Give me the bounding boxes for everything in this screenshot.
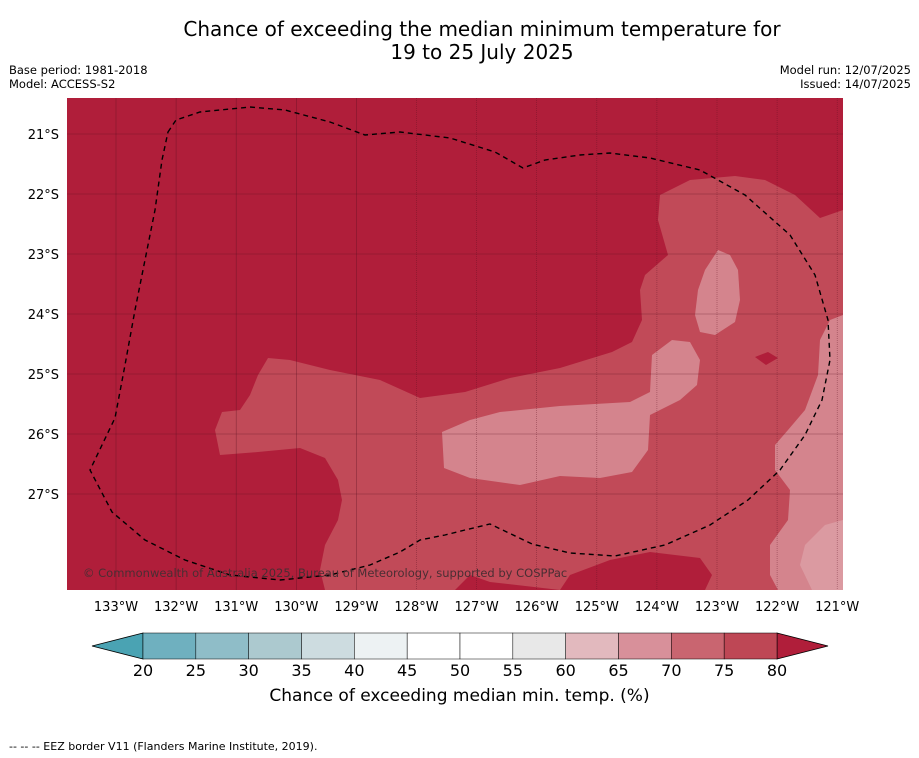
meta-left: Base period: 1981-2018 Model: ACCESS-S2 — [9, 63, 148, 91]
lon-label: 127°W — [455, 600, 499, 615]
latitude-labels: 21°S 22°S 23°S 24°S 25°S 26°S 27°S — [28, 128, 59, 503]
issued-date: Issued: 14/07/2025 — [800, 77, 911, 91]
map-title: Chance of exceeding the median minimum t… — [0, 18, 919, 64]
graticule — [67, 98, 843, 590]
colorbar-under-arrow — [91, 632, 144, 660]
colorbar-tick-label: 80 — [767, 661, 787, 680]
colorbar-tick-label: 40 — [344, 661, 364, 680]
colorbar-tick-label: 25 — [186, 661, 206, 680]
lon-label: 130°W — [274, 600, 318, 615]
colorbar-segment — [195, 632, 249, 660]
lon-label: 126°W — [515, 600, 559, 615]
colorbar-tick-label: 35 — [291, 661, 311, 680]
lon-label: 131°W — [214, 600, 258, 615]
lon-label: 122°W — [755, 600, 799, 615]
model-name: Model: ACCESS-S2 — [9, 77, 116, 91]
eez-border — [89, 106, 831, 581]
colorbar-tick-label: 30 — [238, 661, 258, 680]
colorbar-segment — [459, 632, 514, 660]
footer-note: -- -- -- EEZ border V11 (Flanders Marine… — [9, 740, 318, 753]
lon-label: 128°W — [394, 600, 438, 615]
colorbar-label: Chance of exceeding median min. temp. (%… — [269, 686, 650, 706]
lon-label: 132°W — [154, 600, 198, 615]
colorbar-segment — [248, 632, 302, 660]
colorbar-tick-label: 55 — [503, 661, 523, 680]
colorbar-segment — [618, 632, 672, 660]
colorbar-segment — [671, 632, 725, 660]
colorbar-segment — [512, 632, 566, 660]
lat-label: 24°S — [28, 308, 59, 323]
colorbar-segment — [723, 632, 778, 660]
colorbar-segment — [301, 632, 355, 660]
lon-label: 123°W — [695, 600, 739, 615]
colorbar-tick-label: 60 — [555, 661, 575, 680]
title-line-2: 19 to 25 July 2025 — [390, 40, 574, 64]
model-run: Model run: 12/07/2025 — [779, 63, 911, 77]
colorbar-tick-label: 20 — [133, 661, 153, 680]
colorbar-tick-label: 70 — [661, 661, 681, 680]
map-figure: © Commonwealth of Australia 2025, Bureau… — [28, 98, 860, 680]
region-70-75-c — [770, 315, 843, 590]
colorbar-over-arrow — [776, 632, 829, 660]
colorbar-tick-label: 45 — [397, 661, 417, 680]
lon-label: 129°W — [334, 600, 378, 615]
region-75-80 — [215, 176, 843, 590]
colorbar-tick-label: 75 — [714, 661, 734, 680]
lon-label: 133°W — [94, 600, 138, 615]
region-70-75-b — [442, 340, 700, 485]
lat-label: 27°S — [28, 488, 59, 503]
lon-label: 121°W — [815, 600, 859, 615]
lat-label: 23°S — [28, 248, 59, 263]
lat-label: 22°S — [28, 188, 59, 203]
region-65-70 — [800, 520, 843, 590]
colorbar-tick-label: 50 — [450, 661, 470, 680]
lon-label: 124°W — [635, 600, 679, 615]
title-line-1: Chance of exceeding the median minimum t… — [183, 17, 781, 41]
colorbar-segment — [406, 632, 461, 660]
colorbar: 20 25 30 35 40 45 50 55 60 65 70 75 80 — [91, 632, 829, 680]
map-fill-area — [67, 98, 843, 590]
region-above-80-spot — [755, 352, 778, 365]
colorbar-segment — [565, 632, 619, 660]
lon-label: 125°W — [575, 600, 619, 615]
lat-label: 26°S — [28, 428, 59, 443]
colorbar-tick-label: 65 — [608, 661, 628, 680]
longitude-labels: 133°W 132°W 131°W 130°W 129°W 128°W 127°W 126°W… — [94, 600, 860, 615]
colorbar-segment — [354, 632, 408, 660]
colorbar-segment — [142, 632, 197, 660]
base-period: Base period: 1981-2018 — [9, 63, 148, 77]
meta-right: Model run: 12/07/2025 Issued: 14/07/2025 — [780, 63, 911, 91]
lat-label: 25°S — [28, 368, 59, 383]
lat-label: 21°S — [28, 128, 59, 143]
copyright-text: © Commonwealth of Australia 2025, Bureau… — [83, 566, 567, 580]
